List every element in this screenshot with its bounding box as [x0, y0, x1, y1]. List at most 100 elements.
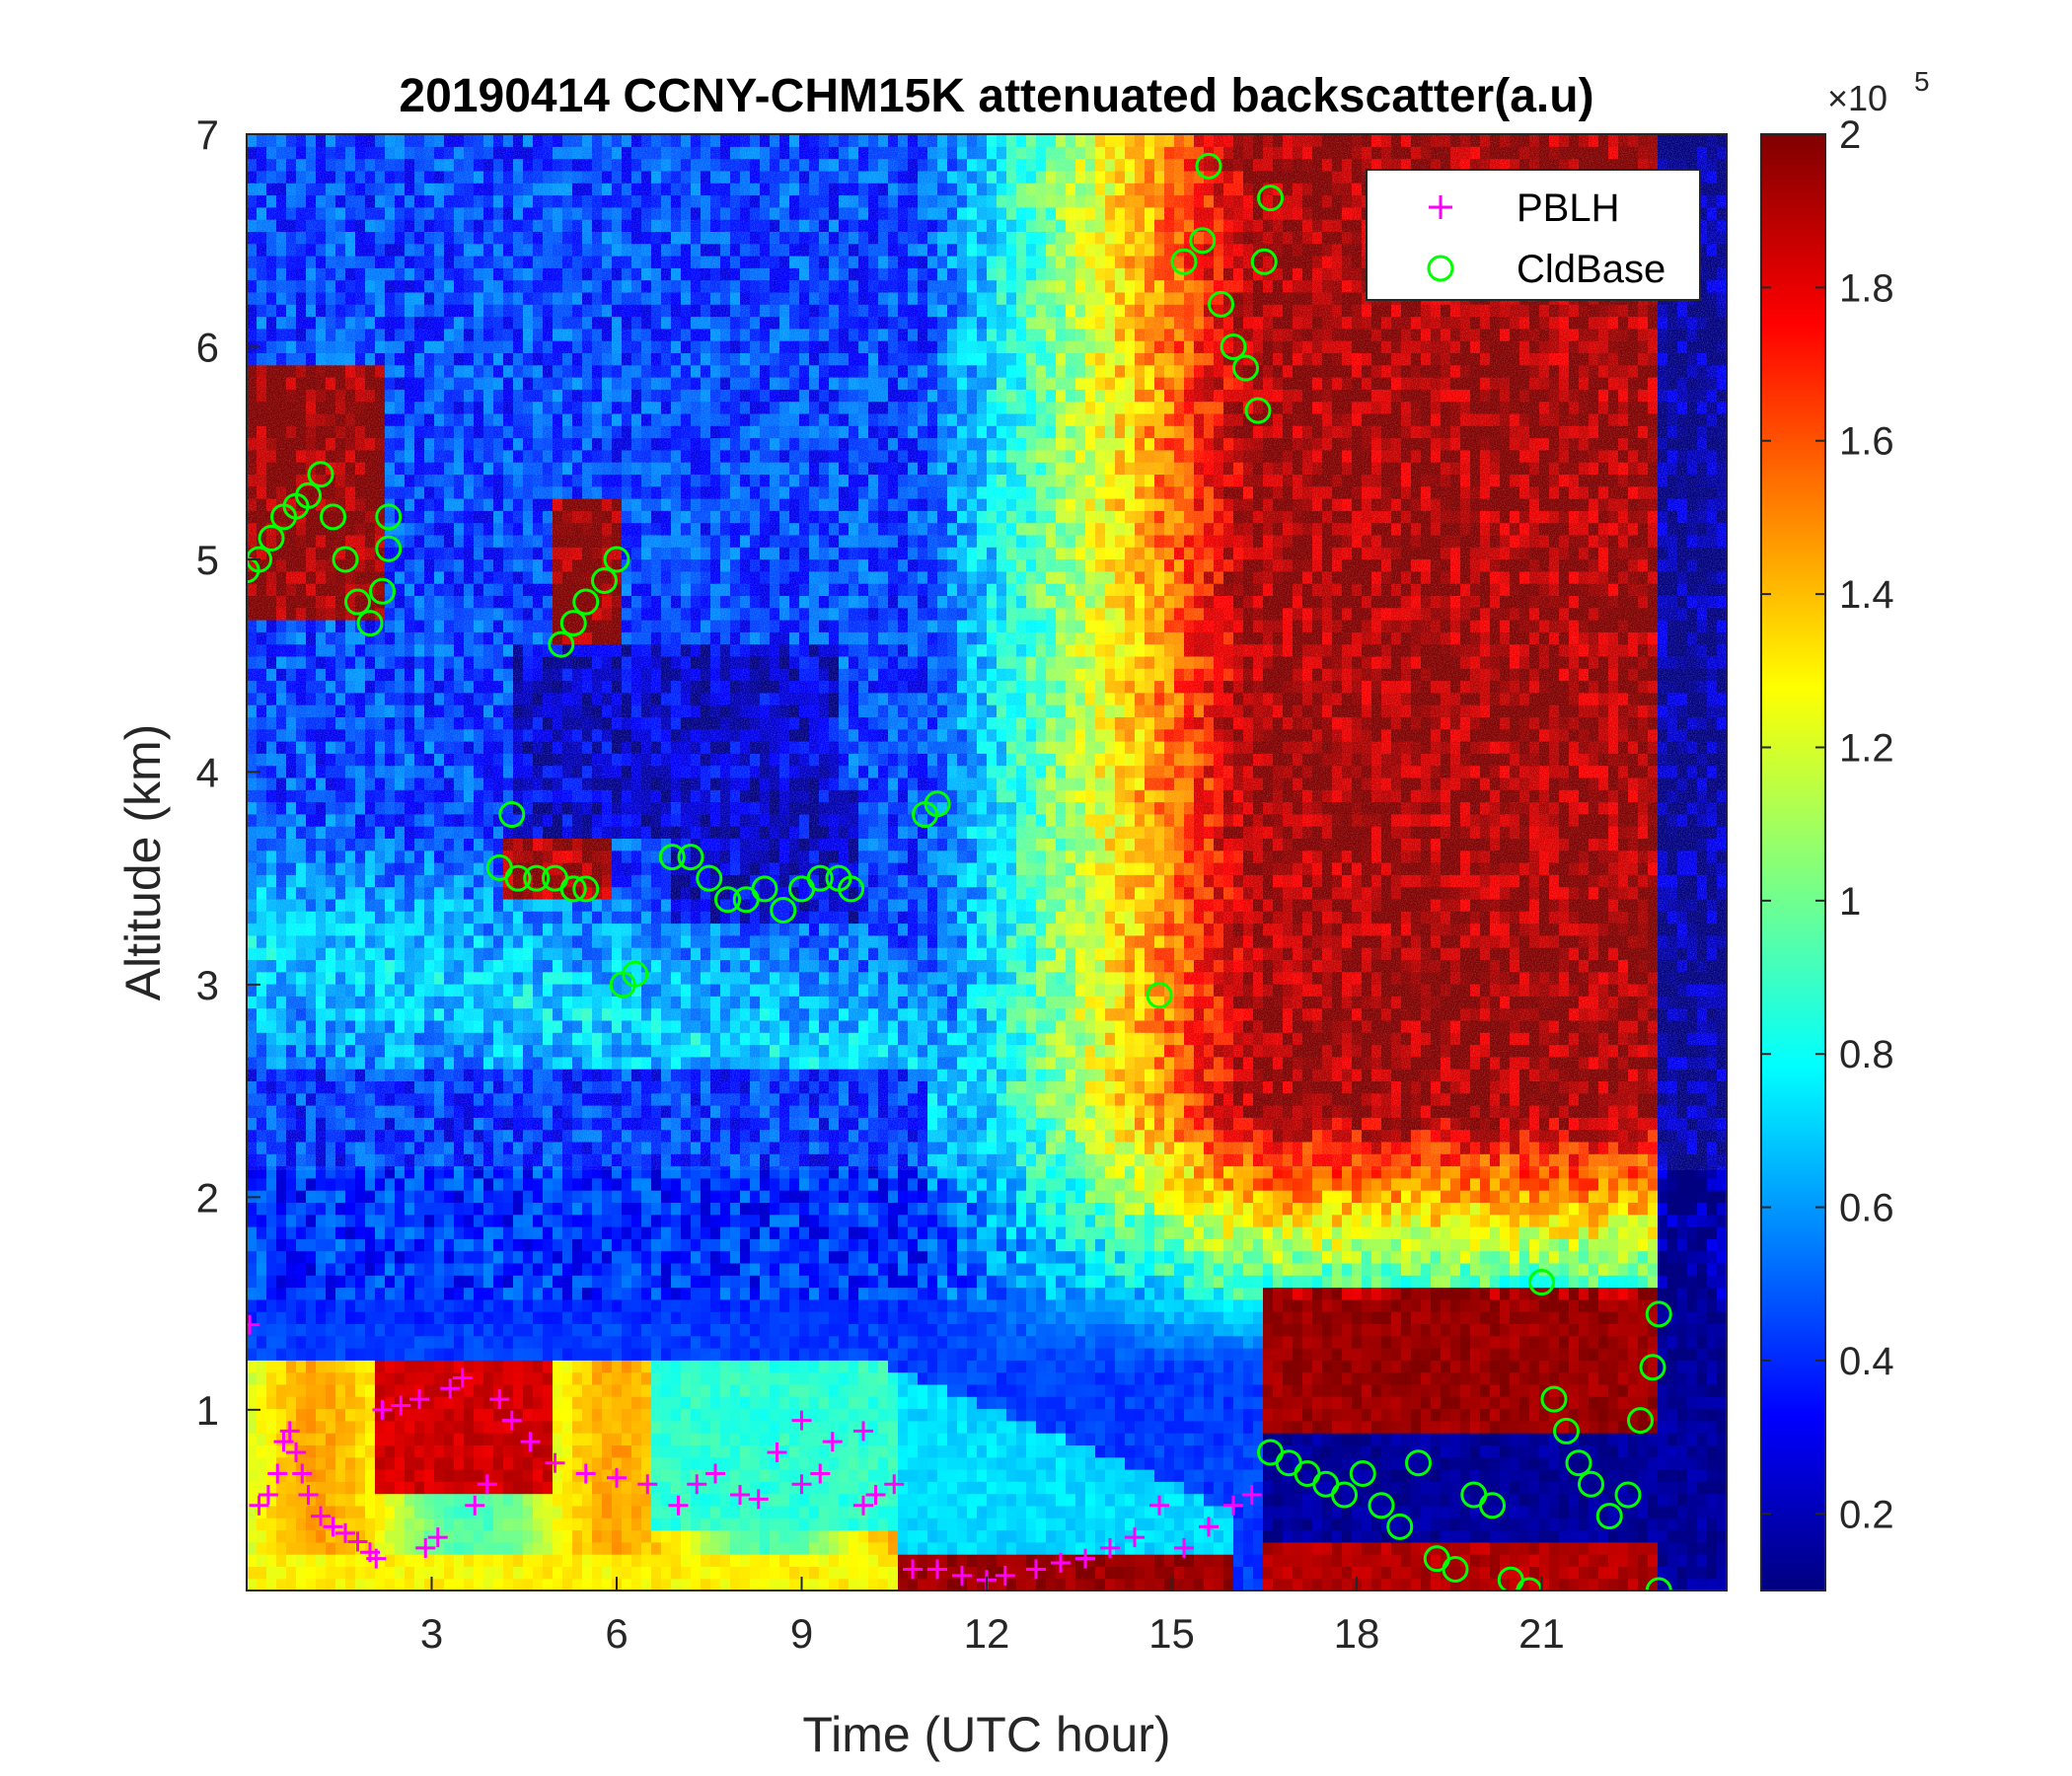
x-tick-label: 6 — [605, 1610, 628, 1657]
cldbase-point — [1257, 185, 1284, 212]
cldbase-point — [1639, 1354, 1666, 1381]
pblh-point — [575, 1463, 596, 1484]
colorbar-tick-label: 1.4 — [1839, 573, 1894, 617]
x-tick-label: 9 — [790, 1610, 813, 1657]
pblh-point — [258, 1485, 278, 1506]
pblh-point — [791, 1474, 812, 1495]
colorbar-tick-label: 0.2 — [1839, 1493, 1894, 1536]
pblh-point — [853, 1421, 873, 1442]
legend-label: CldBase — [1517, 248, 1665, 291]
cldbase-point — [375, 503, 403, 531]
pblh-point — [347, 1531, 368, 1552]
pblh-point — [884, 1474, 905, 1495]
legend-marker-pblh — [1429, 195, 1452, 219]
pblh-point — [366, 1548, 387, 1569]
cldbase-point — [1645, 1577, 1672, 1591]
pblh-point — [668, 1495, 689, 1516]
y-tick-label: 5 — [196, 537, 219, 583]
cldbase-point — [1614, 1481, 1642, 1509]
pblh-point — [1223, 1495, 1243, 1516]
cldbase-point — [375, 535, 403, 562]
cldbase-point — [332, 546, 359, 573]
colorbar-gradient — [1760, 133, 1826, 1591]
x-tick-label: 3 — [420, 1610, 443, 1657]
pblh-point — [853, 1495, 873, 1516]
pblh-point — [1125, 1527, 1145, 1548]
pblh-point — [1199, 1517, 1219, 1537]
cldbase-point — [1528, 1269, 1555, 1296]
pblh-point — [292, 1463, 313, 1484]
pblh-point — [286, 1442, 306, 1462]
cldbase-point — [806, 864, 834, 892]
colorbar-tick-label: 1.2 — [1839, 726, 1894, 770]
pblh-point — [409, 1389, 429, 1410]
x-tick-label: 21 — [1518, 1610, 1565, 1657]
pblh-point — [249, 1495, 269, 1516]
pblh-point — [865, 1485, 886, 1506]
cldbase-point — [1645, 1300, 1672, 1328]
series-cldbase — [247, 152, 1672, 1591]
y-tick-label: 2 — [196, 1174, 219, 1221]
pblh-point — [705, 1463, 725, 1484]
pblh-point — [247, 1314, 260, 1335]
cldbase-point — [1386, 1513, 1414, 1540]
cldbase-point — [1331, 1481, 1358, 1509]
legend-label: PBLH — [1517, 186, 1620, 230]
y-tick-label: 3 — [196, 962, 219, 1008]
cldbase-point — [714, 886, 741, 914]
pblh-point — [767, 1442, 787, 1462]
pblh-point — [415, 1537, 436, 1558]
pblh-point — [335, 1522, 355, 1543]
heatmap-noise — [247, 134, 1727, 1170]
cldbase-point — [356, 610, 384, 637]
cldbase-point — [307, 461, 334, 488]
cldbase-point — [572, 875, 600, 903]
cldbase-point — [1208, 290, 1234, 318]
cldbase-point — [1244, 397, 1272, 424]
cldbase-point — [1553, 1417, 1580, 1444]
cldbase-point — [924, 790, 951, 818]
pblh-point — [903, 1559, 923, 1580]
cldbase-point — [258, 524, 285, 552]
pblh-point — [427, 1527, 448, 1548]
pblh-point — [1026, 1559, 1046, 1580]
cldbase-point — [1220, 333, 1247, 360]
cldbase-point — [1627, 1407, 1654, 1435]
pblh-point — [440, 1378, 461, 1399]
cldbase-point — [838, 875, 864, 903]
cldbase-point — [751, 875, 778, 903]
pblh-point — [311, 1506, 331, 1526]
marker-layer — [247, 152, 1672, 1591]
cldbase-point — [770, 896, 797, 924]
pblh-point — [465, 1495, 485, 1516]
pblh-point — [452, 1368, 473, 1388]
cldbase-point — [559, 875, 587, 903]
pblh-point — [501, 1410, 522, 1431]
cldbase-point — [622, 960, 649, 988]
colorbar-tick-label: 1 — [1839, 880, 1861, 924]
cldbase-point — [295, 481, 322, 509]
cldbase-point — [1189, 227, 1217, 255]
cldbase-point — [696, 864, 723, 892]
pblh-point — [273, 1432, 294, 1452]
pblh-point — [1241, 1485, 1262, 1506]
x-axis-label: Time (UTC hour) — [802, 1707, 1170, 1762]
cldbase-point — [1146, 982, 1173, 1009]
colorbar: 0.2 0.4 0.6 0.8 1 1.2 1.4 1.6 1.8 2×10 5 — [1760, 66, 1930, 1591]
pblh-point — [687, 1474, 707, 1495]
pblh-point — [1075, 1548, 1095, 1569]
y-tick-label: 4 — [196, 749, 219, 795]
cldbase-point — [591, 566, 618, 594]
cldbase-point — [548, 630, 575, 658]
y-tick-label: 6 — [196, 324, 219, 370]
cldbase-point — [1195, 152, 1222, 180]
cldbase-point — [1368, 1492, 1395, 1519]
pblh-point — [730, 1485, 750, 1506]
chart-title: 20190414 CCNY-CHM15K attenuated backscat… — [399, 70, 1594, 122]
cldbase-point — [1479, 1492, 1506, 1519]
pblh-point — [391, 1395, 411, 1416]
pblh-point — [323, 1517, 343, 1537]
pblh-point — [1149, 1495, 1169, 1516]
pblh-point — [489, 1389, 510, 1410]
